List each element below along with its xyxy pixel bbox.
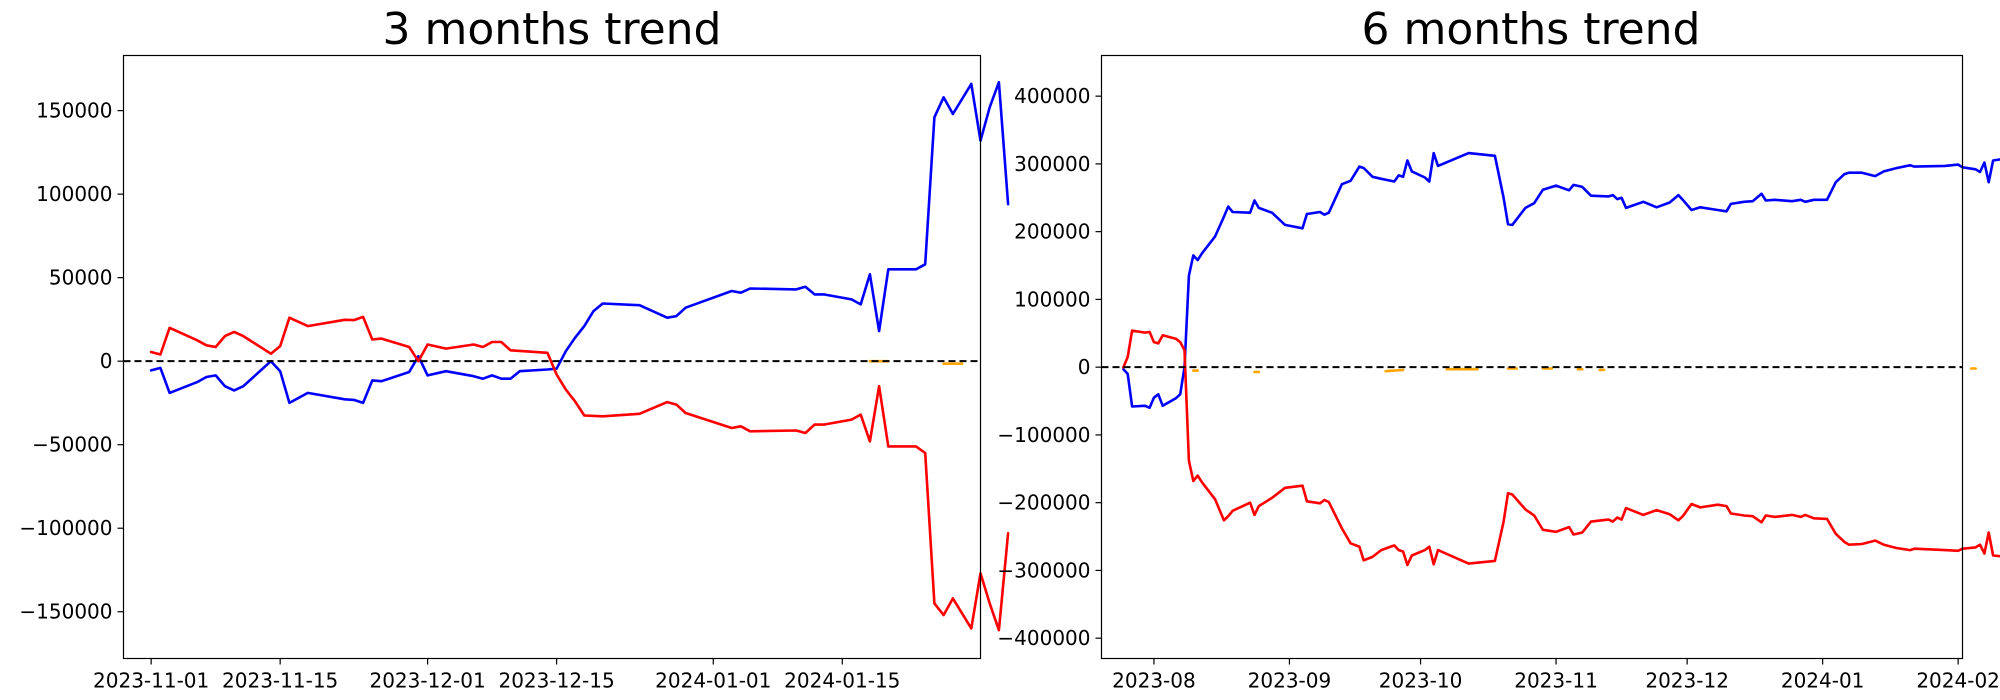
- x-tick-label: 2023-11: [1514, 669, 1598, 693]
- ticks-layer: −150000 −100000 −50000 0 50000 100000 150000 20…: [19, 99, 900, 693]
- x-tick-label: 2024-01-01: [655, 669, 771, 693]
- series-line-0: [1122, 151, 2000, 410]
- y-tick-label: 50000: [49, 266, 113, 290]
- ticks-layer: −400000 −300000 −200000 −100000 0 100000 20000…: [997, 84, 2000, 692]
- y-tick-label: 150000: [36, 99, 112, 123]
- y-tick-label: 0: [100, 349, 113, 373]
- y-tick-label: 200000: [1014, 220, 1090, 244]
- chart-3-months: 3 months trend −150000 −100000 −50000 0 5000…: [19, 4, 1010, 693]
- y-tick-label: −150000: [19, 600, 112, 624]
- x-tick-label: 2023-11-15: [222, 669, 338, 693]
- x-tick-label: 2024-01-15: [784, 669, 900, 693]
- series-layer: [1122, 151, 2000, 567]
- x-tick-label: 2023-10: [1379, 669, 1463, 693]
- x-tick-label: 2023-11-01: [93, 669, 209, 693]
- chart-title: 6 months trend: [1362, 4, 1701, 55]
- y-tick-label: 300000: [1014, 152, 1090, 176]
- series-line-1: [149, 315, 1010, 632]
- series-line-0: [149, 80, 1010, 405]
- x-tick-label: 2023-09: [1248, 669, 1332, 693]
- y-tick-label: −400000: [997, 626, 1090, 650]
- x-tick-label: 2024-02: [1916, 669, 2000, 693]
- chart-6-months: 6 months trend −400000 −300000 −200000 −100…: [997, 4, 2000, 693]
- y-tick-label: −100000: [997, 423, 1090, 447]
- plot-frame: [1100, 54, 1964, 660]
- y-tick-label: −200000: [997, 491, 1090, 515]
- x-tick-label: 2023-12: [1645, 669, 1729, 693]
- series-line-1: [1122, 329, 2000, 567]
- x-tick-label: 2023-12-01: [369, 669, 485, 693]
- x-tick-label: 2023-08: [1112, 669, 1196, 693]
- y-tick-label: −100000: [19, 516, 112, 540]
- minor-segment-2: [1384, 368, 1405, 373]
- y-tick-label: −50000: [32, 433, 112, 457]
- y-tick-label: 100000: [36, 182, 112, 206]
- y-tick-label: 0: [1078, 355, 1091, 379]
- x-tick-label: 2023-12-15: [498, 669, 614, 693]
- y-tick-label: −300000: [997, 558, 1090, 582]
- plot-frame: [122, 54, 982, 660]
- y-tick-label: 100000: [1014, 287, 1090, 311]
- x-tick-label: 2024-01: [1781, 669, 1865, 693]
- chart-title: 3 months trend: [383, 4, 722, 55]
- y-tick-label: 400000: [1014, 84, 1090, 108]
